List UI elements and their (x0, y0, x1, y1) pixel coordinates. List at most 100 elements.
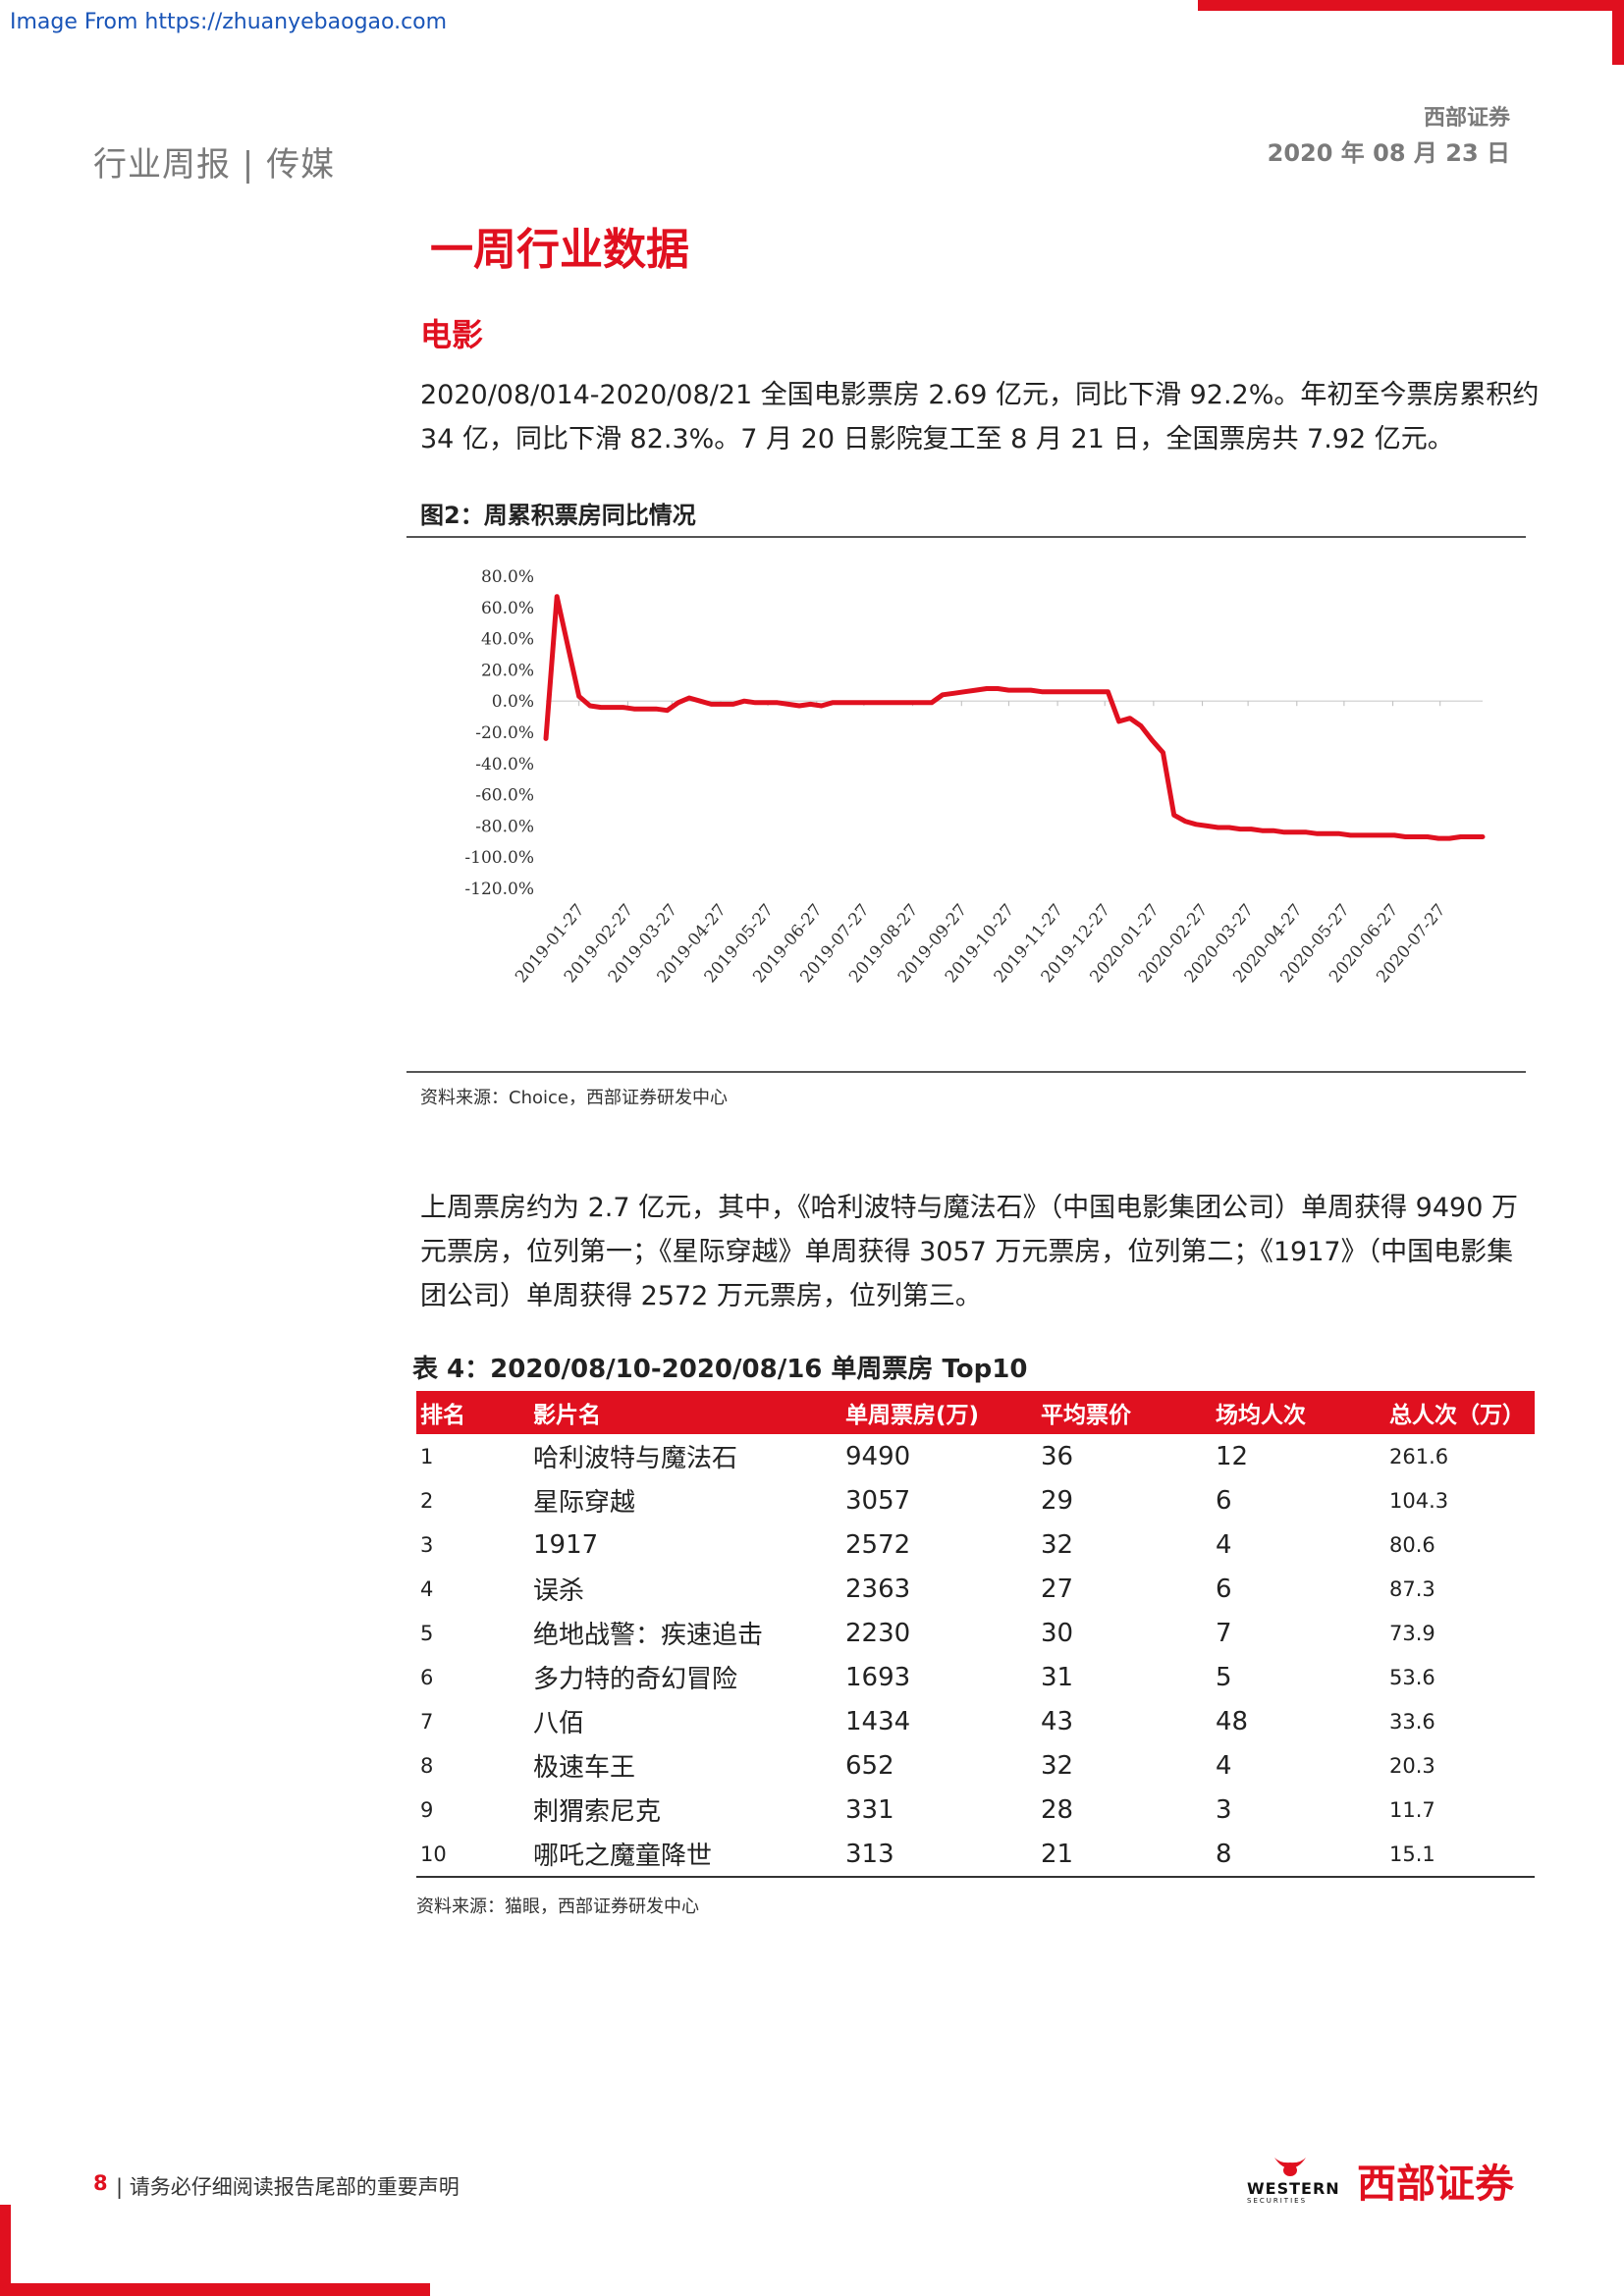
cell-total-admissions: 73.9 (1389, 1621, 1435, 1645)
table-row: 10 哪吒之魔童降世 313 21 8 15.1 (416, 1832, 1535, 1878)
table-header-row: 排名 影片名 单周票房(万) 平均票价 场均人次 总人次（万） (416, 1391, 1535, 1434)
cell-weekly-gross: 1693 (845, 1662, 911, 1692)
bottom-accent-bar (0, 2283, 430, 2296)
cell-avg-price: 21 (1037, 1832, 1212, 1878)
cell-title: 哈利波特与魔法石 (533, 1444, 738, 1473)
section-title: 一周行业数据 (430, 225, 689, 275)
col-header-total-admissions: 总人次（万） (1389, 1403, 1525, 1428)
watermark: Image From https://zhuanyebaogao.com (10, 10, 448, 34)
cell-avg-attendance: 4 (1216, 1750, 1232, 1781)
report-date: 2020 年 08 月 23 日 (1267, 139, 1510, 167)
cell-avg-attendance: 7 (1216, 1618, 1232, 1648)
cell-total-admissions: 104.3 (1389, 1488, 1449, 1513)
paragraph-weekly-ranking: 上周票房约为 2.7 亿元，其中，《哈利波特与魔法石》（中国电影集团公司）单周获… (420, 1193, 1518, 1311)
cell-rank: 4 (420, 1576, 434, 1601)
cell-weekly-gross: 331 (845, 1794, 894, 1825)
cell-avg-attendance: 4 (1216, 1529, 1232, 1560)
table-row: 4 误杀 2363 27 6 87.3 (416, 1567, 1535, 1611)
brand-logo-text: 西部证券 (1357, 2161, 1514, 2207)
cell-avg-attendance: 48 (1216, 1706, 1249, 1736)
cell-rank: 1 (420, 1444, 434, 1468)
cell-avg-price: 43 (1041, 1706, 1074, 1736)
cell-rank: 5 (420, 1621, 434, 1645)
top-accent-bar-vertical (1612, 0, 1624, 65)
cell-avg-attendance: 3 (1216, 1794, 1232, 1825)
top-accent-bar (1198, 0, 1624, 11)
report-category: 行业周报 | 传媒 (93, 145, 336, 185)
y-axis: 80.0% 60.0% 40.0% 20.0% 0.0% -20.0% -40.0% -60.… (464, 567, 534, 899)
cell-total-admissions: 15.1 (1385, 1832, 1535, 1878)
y-tick-label: 40.0% (481, 630, 534, 650)
cell-title: 刺猬索尼克 (533, 1797, 662, 1827)
table-row: 6 多力特的奇幻冒险 1693 31 5 53.6 (416, 1655, 1535, 1699)
firm-name: 西部证券 (1423, 106, 1510, 131)
series-line (543, 594, 1486, 841)
cell-avg-price: 36 (1041, 1441, 1074, 1471)
cell-title: 绝地战警：疾速追击 (533, 1621, 764, 1650)
cell-weekly-gross: 2572 (845, 1529, 911, 1560)
col-header-title: 影片名 (533, 1403, 601, 1428)
securities-logo-text: SECURITIES (1247, 2197, 1308, 2205)
cell-rank: 8 (420, 1753, 434, 1778)
cell-avg-attendance: 12 (1216, 1441, 1249, 1471)
bottom-accent-bar-vertical (0, 2205, 11, 2296)
figure-bottom-rule (406, 1071, 1526, 1073)
table-row: 7 八佰 1434 43 48 33.6 (416, 1699, 1535, 1743)
y-tick-label: -100.0% (464, 848, 534, 868)
cell-avg-attendance: 6 (1216, 1485, 1232, 1516)
western-logo-text: WESTERN (1247, 2179, 1340, 2198)
cell-avg-price: 27 (1041, 1574, 1074, 1604)
cell-avg-attendance: 8 (1212, 1832, 1385, 1878)
x-axis: 2019-01-272019-02-272019-03-272019-04-27… (512, 701, 1450, 987)
cell-title: 多力特的奇幻冒险 (533, 1665, 738, 1694)
cell-total-admissions: 261.6 (1389, 1444, 1449, 1468)
cell-weekly-gross: 1434 (845, 1706, 911, 1736)
cell-title: 八佰 (533, 1709, 585, 1738)
cell-avg-attendance: 5 (1216, 1662, 1232, 1692)
cell-avg-price: 32 (1041, 1529, 1074, 1560)
cell-total-admissions: 20.3 (1389, 1753, 1435, 1778)
y-tick-label: -40.0% (475, 755, 534, 774)
cell-total-admissions: 33.6 (1389, 1709, 1435, 1734)
y-tick-label: 60.0% (481, 599, 534, 618)
table-row: 1 哈利波特与魔法石 9490 36 12 261.6 (416, 1434, 1535, 1478)
y-tick-label: -120.0% (464, 880, 534, 899)
y-tick-label: -80.0% (475, 817, 534, 836)
cell-total-admissions: 80.6 (1389, 1532, 1435, 1557)
col-header-avg-attendance: 场均人次 (1216, 1403, 1306, 1428)
cell-title: 误杀 (533, 1576, 585, 1606)
table-caption: 表 4：2020/08/10-2020/08/16 单周票房 Top10 (412, 1355, 1028, 1384)
bull-logo-icon (1274, 2158, 1306, 2176)
footer-disclaimer: | 请务必仔细阅读报告尾部的重要声明 (116, 2175, 460, 2199)
table-row: 8 极速车王 652 32 4 20.3 (416, 1743, 1535, 1788)
cell-weekly-gross: 313 (841, 1832, 1037, 1878)
table-row: 5 绝地战警：疾速追击 2230 30 7 73.9 (416, 1611, 1535, 1655)
cell-title: 星际穿越 (533, 1488, 636, 1518)
table-row: 2 星际穿越 3057 29 6 104.3 (416, 1478, 1535, 1522)
cell-avg-price: 30 (1041, 1618, 1074, 1648)
y-tick-label: 80.0% (481, 567, 534, 587)
y-tick-label: 20.0% (481, 661, 534, 680)
col-header-avg-price: 平均票价 (1041, 1403, 1131, 1428)
page-number: 8 (93, 2171, 108, 2195)
cell-total-admissions: 53.6 (1389, 1665, 1435, 1689)
figure-source: 资料来源：Choice，西部证券研发中心 (420, 1088, 728, 1108)
y-tick-label: 0.0% (492, 692, 534, 712)
cell-avg-price: 28 (1041, 1794, 1074, 1825)
table-row: 3 1917 2572 32 4 80.6 (416, 1522, 1535, 1567)
col-header-rank: 排名 (420, 1403, 465, 1428)
cell-rank: 6 (420, 1665, 434, 1689)
cell-avg-price: 32 (1041, 1750, 1074, 1781)
figure-caption: 图2：周累积票房同比情况 (420, 502, 696, 529)
cell-rank: 7 (420, 1709, 434, 1734)
cell-weekly-gross: 9490 (845, 1441, 911, 1471)
col-header-weekly-gross: 单周票房(万) (845, 1403, 980, 1428)
table-source: 资料来源：猫眼，西部证券研发中心 (416, 1896, 699, 1917)
sub-title: 电影 (420, 316, 484, 353)
cumulative-box-office-yoy-chart: 80.0% 60.0% 40.0% 20.0% 0.0% -20.0% -40.0% -60.… (464, 567, 1486, 987)
y-tick-label: -20.0% (475, 723, 534, 743)
cell-weekly-gross: 2363 (845, 1574, 911, 1604)
cell-title: 1917 (533, 1529, 599, 1560)
table-row: 9 刺猬索尼克 331 28 3 11.7 (416, 1788, 1535, 1832)
cell-total-admissions: 11.7 (1389, 1797, 1435, 1822)
